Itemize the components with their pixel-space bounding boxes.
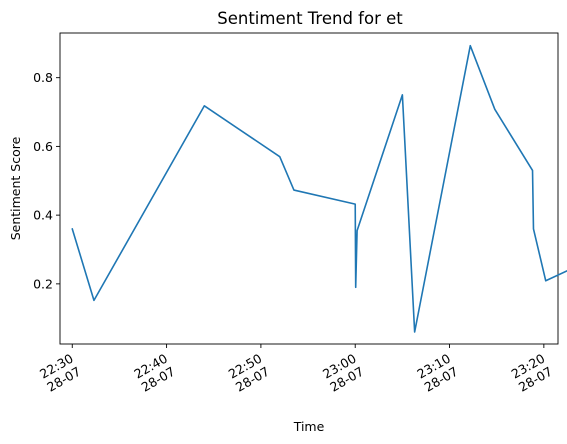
plot-frame xyxy=(59,32,559,345)
y-tick-label-1: 0.4 xyxy=(33,208,53,223)
x-tick-label-2: 22:5028-07 xyxy=(225,351,271,395)
x-tick-label-0: 22:3028-07 xyxy=(37,351,83,395)
y-axis-label: Sentiment Score xyxy=(8,136,23,240)
x-tick-label-1: 22:4028-07 xyxy=(131,351,177,395)
x-tick-label-3: 23:0028-07 xyxy=(320,351,366,395)
x-tick-label-4: 23:1028-07 xyxy=(414,351,460,395)
x-axis: 22:3028-07 22:4028-07 22:5028-07 23:0028-07… xyxy=(37,344,555,395)
series-layer xyxy=(71,44,567,333)
plot-area xyxy=(59,32,559,345)
x-axis-label: Time xyxy=(293,419,325,434)
chart-title: Sentiment Trend for et xyxy=(217,9,403,28)
y-tick-label-0: 0.2 xyxy=(33,276,53,291)
y-tick-label-3: 0.8 xyxy=(33,70,53,85)
series-line-sentiment xyxy=(71,44,567,333)
y-tick-label-2: 0.6 xyxy=(33,139,53,154)
x-tick-label-5: 23:2028-07 xyxy=(508,351,554,395)
y-axis: 0.2 0.4 0.6 0.8 xyxy=(33,70,60,291)
